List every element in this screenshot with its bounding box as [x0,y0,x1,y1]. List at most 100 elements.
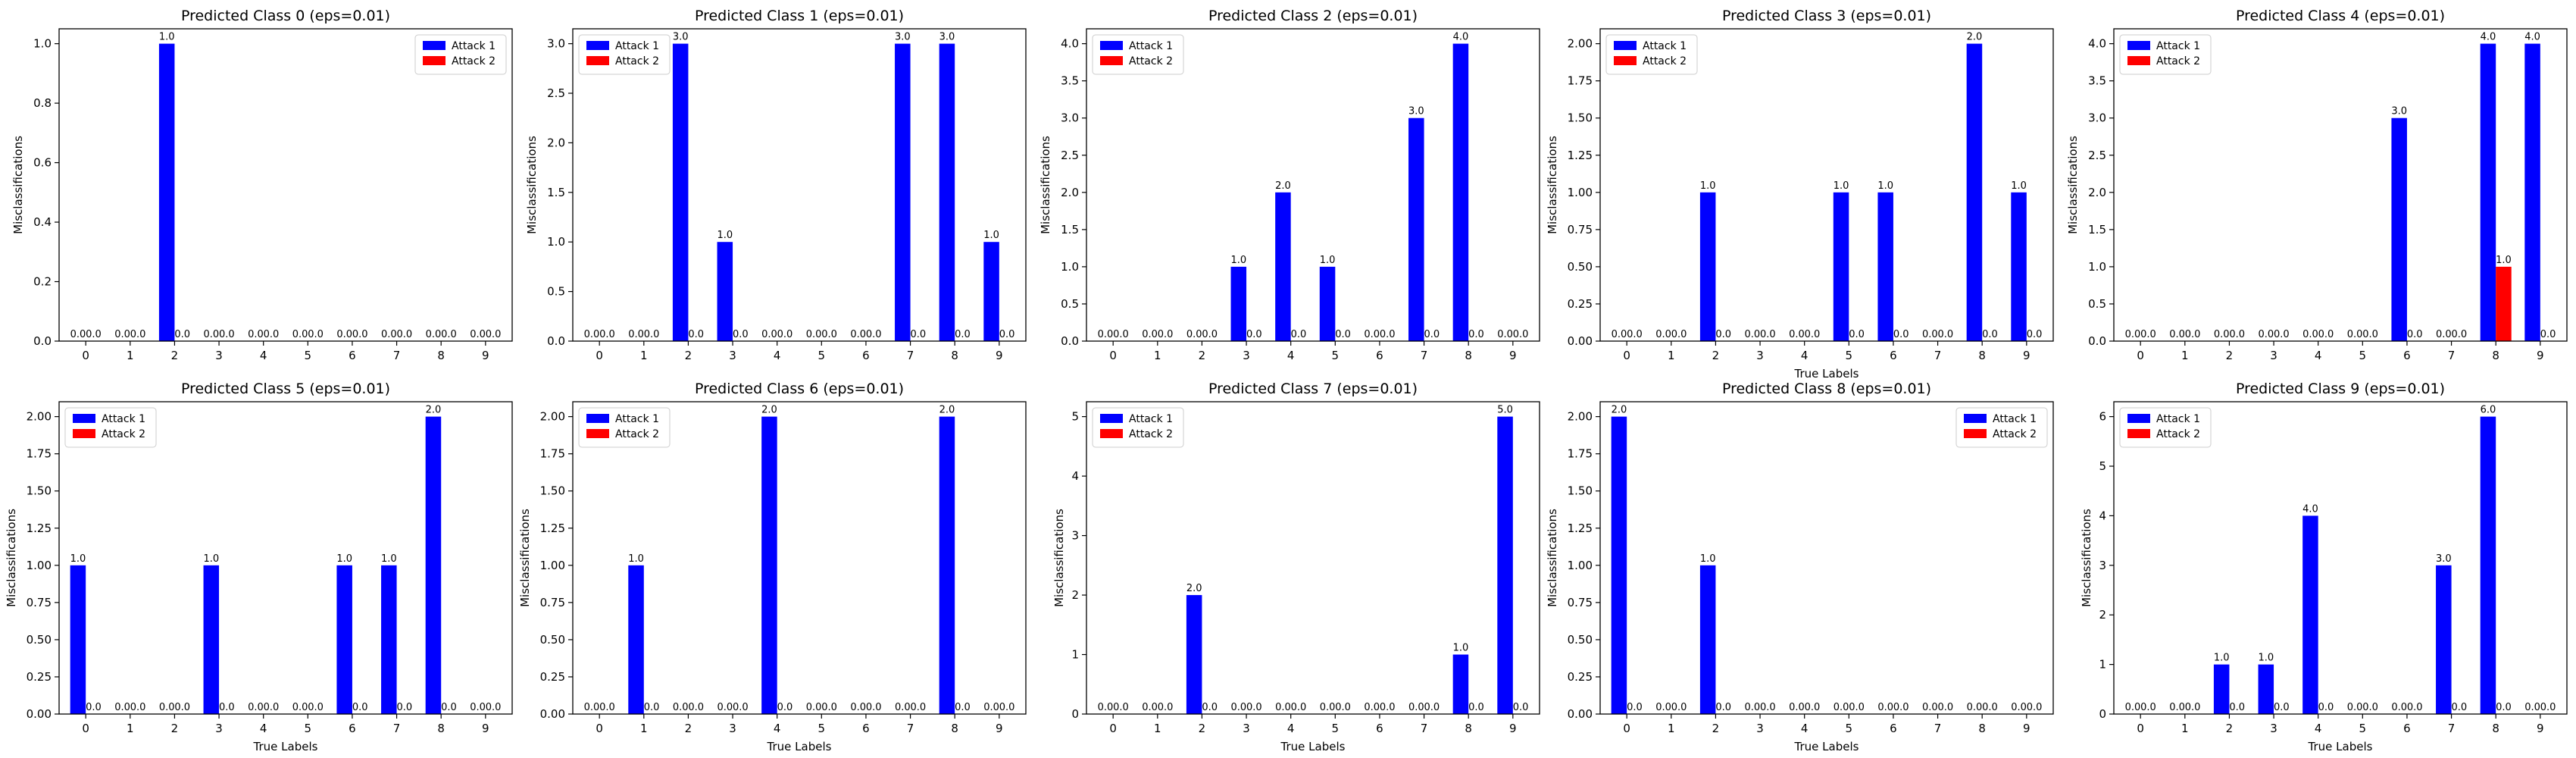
bar-value-label: 0.0 [336,329,352,340]
subplot-5: Predicted Class 5 (eps=0.01) 1.0 0.0 0.0 1.0… [5,381,513,753]
x-tick-label: 5 [818,722,826,735]
bar-value-label: 0.0 [866,329,882,340]
x-tick-label: 1 [1154,722,1161,735]
legend-swatch [1614,41,1637,50]
x-tick-label: 8 [437,349,445,362]
legend-entry: Attack 1 [102,413,145,425]
x-tick-label: 3 [1756,349,1764,362]
bar-value-label: 0.0 [850,702,866,713]
bar-value-label: 0.0 [777,329,793,340]
bar-attack-1 [895,43,911,341]
x-tick-label: 3 [729,349,736,362]
legend-swatch [586,41,609,50]
y-tick-label: 0.0 [1061,334,1079,348]
legend-entry: Attack 2 [1993,428,2037,440]
bar-attack-1 [2524,43,2540,341]
y-tick-label: 1.75 [1568,74,1593,88]
x-tick-label: 0 [1623,349,1630,362]
bar-value-label: 0.0 [2496,702,2512,713]
x-tick-label: 1 [2181,349,2189,362]
bar-value-label: 0.0 [1744,702,1760,713]
x-tick-label: 4 [1801,349,1809,362]
y-tick-label: 1.00 [1568,186,1593,199]
bar-value-label: 0.0 [381,329,397,340]
bar-value-label: 0.0 [1805,329,1821,340]
bar-value-label: 0.0 [470,702,486,713]
x-tick-label: 7 [393,722,401,735]
bar-value-label: 0.0 [777,702,793,713]
bar-value-label: 0.0 [806,702,822,713]
bar-value-label: 0.0 [599,329,615,340]
y-tick-label: 1.25 [1568,522,1593,535]
bar-attack-1 [2258,664,2274,714]
bar-value-label: 0.0 [114,702,130,713]
bar-value-label: 1.0 [381,553,397,565]
y-tick-label: 2.00 [1568,410,1593,424]
y-tick-label: 1.00 [27,559,52,572]
subplot-title: Predicted Class 5 (eps=0.01) [181,381,390,397]
bar-value-label: 0.0 [2011,702,2027,713]
legend-swatch [1100,414,1123,423]
bar-value-label: 0.0 [1142,702,1158,713]
subplot-0: Predicted Class 0 (eps=0.01) 0.0 0.0 1.0 0.0… [11,8,513,362]
y-tick-label: 0.75 [540,596,565,609]
x-tick-label: 6 [349,349,356,362]
bar-value-label: 0.0 [86,702,102,713]
bar-value-label: 0.0 [70,329,86,340]
x-tick-label: 2 [2226,349,2234,362]
y-tick-label: 1.75 [540,447,565,461]
x-tick-label: 5 [1846,722,1853,735]
bar-attack-1 [1319,266,1336,341]
y-tick-label: 4 [1071,469,1079,483]
bar-value-label: 0.0 [1789,329,1805,340]
bar-value-label: 4.0 [2481,32,2496,43]
subplot-title: Predicted Class 0 (eps=0.01) [181,8,390,24]
subplot-4: Predicted Class 4 (eps=0.01)0.0 0.0 0.0 0.0… [2066,8,2568,362]
bar-value-label: 0.0 [264,329,280,340]
bar-value-label: 0.0 [2027,329,2043,340]
x-tick-label: 3 [1243,349,1250,362]
legend-swatch [2127,41,2150,50]
bar-value-label: 0.0 [486,329,502,340]
legend-swatch [586,56,609,65]
x-tick-label: 9 [1509,349,1517,362]
x-axis-label: True Labels [2308,740,2373,753]
legend-entry: Attack 1 [2156,413,2200,425]
x-axis-label: True Labels [1794,740,1859,753]
bar-value-label: 0.0 [1715,702,1731,713]
bar-value-label: 0.0 [1937,329,1953,340]
y-tick-label: 1.0 [33,37,52,51]
y-tick-label: 1.50 [1568,111,1593,125]
bar-value-label: 1.0 [2258,653,2274,664]
bar-attack-1 [425,416,442,714]
y-tick-label: 0.75 [27,596,52,609]
y-tick-label: 0.8 [33,96,52,110]
x-tick-label: 8 [951,722,958,735]
bar-value-label: 1.0 [628,553,644,565]
x-tick-label: 3 [1243,722,1250,735]
bar-value-label: 1.0 [70,553,86,565]
y-tick-label: 4.0 [2088,37,2106,51]
plot-frame [572,401,1027,715]
legend-swatch [1100,56,1123,65]
y-tick-label: 0.5 [547,285,565,299]
bar-value-label: 0.0 [114,329,130,340]
y-tick-label: 1.25 [540,522,565,535]
bar-value-label: 0.0 [2540,329,2556,340]
y-tick-label: 4 [2099,509,2106,522]
bar-attack-1 [1699,192,1716,341]
bar-value-label: 1.0 [203,553,219,565]
bar-value-label: 0.0 [1113,329,1129,340]
subplot-title: Predicted Class 7 (eps=0.01) [1208,381,1418,397]
bar-value-label: 0.0 [1098,702,1114,713]
bar-value-label: 3.0 [2436,553,2452,565]
bar-attack-1 [2480,416,2496,714]
x-tick-label: 7 [2448,722,2456,735]
bar-value-label: 0.0 [2185,702,2201,713]
x-tick-label: 7 [1934,349,1942,362]
x-tick-label: 3 [1756,722,1764,735]
x-tick-label: 6 [2403,349,2411,362]
bar-value-label: 0.0 [2318,329,2334,340]
y-tick-label: 0.25 [1568,297,1593,311]
